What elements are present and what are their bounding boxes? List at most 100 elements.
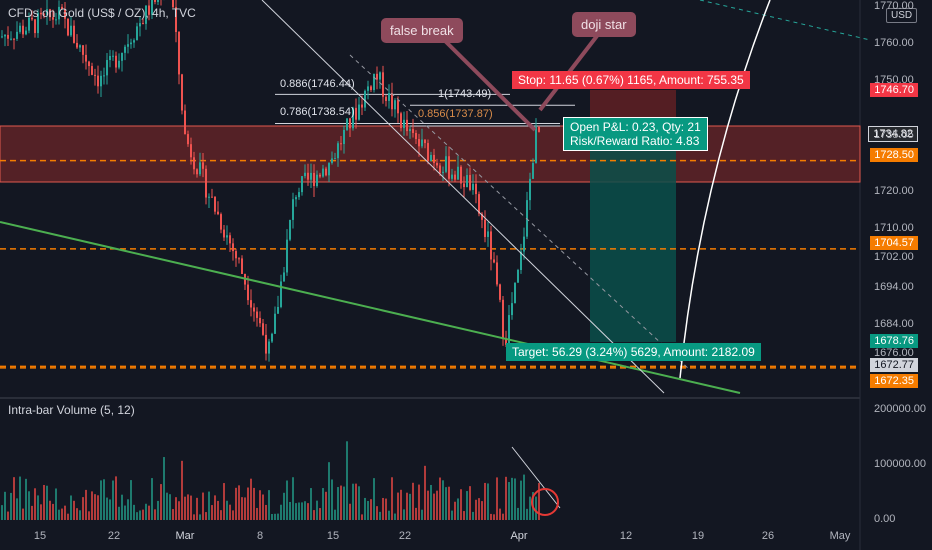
fib-label-1: 1(1743.49) [438, 88, 492, 100]
volume-bar [184, 496, 186, 520]
currency-badge[interactable]: USD [886, 8, 918, 23]
candle-body [448, 156, 450, 179]
chart-grid [0, 0, 861, 550]
dashed-channel [349, 54, 691, 371]
candle-body [469, 175, 471, 190]
volume-bar [400, 489, 402, 520]
candle-body [211, 196, 213, 198]
price-tag-current: 1734.82 [868, 126, 918, 142]
candle-body [412, 129, 414, 133]
candle-body [130, 42, 132, 45]
volume-bar [229, 504, 231, 520]
candle-body [241, 258, 243, 274]
candle-body [193, 157, 195, 170]
candle-body [283, 272, 285, 282]
volume-bar [190, 495, 192, 520]
candle-body [67, 18, 69, 36]
candle-body [103, 75, 105, 77]
volume-bar [13, 477, 15, 520]
volume-trendline [511, 446, 561, 509]
volume-tick-2: 0.00 [874, 513, 896, 525]
pnl-label[interactable]: Open P&L: 0.23, Qty: 21 Risk/Reward Rati… [563, 117, 708, 151]
false-break-callout[interactable]: false break [381, 18, 463, 43]
candle-body [94, 74, 96, 76]
candle-body [97, 75, 99, 87]
volume-bar [7, 511, 9, 520]
volume-bar [340, 485, 342, 520]
volume-bar [481, 501, 483, 520]
volume-bar [361, 514, 363, 520]
volume-bar [334, 509, 336, 520]
volume-bar [415, 507, 417, 520]
candle-body [328, 163, 330, 176]
x-tick-8: 19 [691, 530, 705, 542]
volume-bar [76, 508, 78, 520]
volume-bar [325, 491, 327, 520]
candle-body [334, 158, 336, 160]
volume-bar [16, 498, 18, 520]
volume-bar [298, 502, 300, 520]
candle-body [490, 231, 492, 260]
volume-bar [391, 477, 393, 520]
volume-bar [376, 506, 378, 520]
candle-body [496, 262, 498, 285]
candle-body [301, 176, 303, 193]
y-tick-7: 1694.00 [874, 280, 914, 293]
volume-bar [169, 494, 171, 520]
candle-body [136, 26, 138, 41]
candle-body [223, 229, 225, 238]
candle-body [148, 5, 150, 15]
volume-bar [460, 489, 462, 520]
volume-bar [157, 500, 159, 520]
candle-body [304, 172, 306, 177]
volume-bar [448, 486, 450, 520]
candle-body [325, 168, 327, 176]
volume-bar [250, 478, 252, 520]
stop-label[interactable]: Stop: 11.65 (0.67%) 1165, Amount: 755.35 [512, 71, 750, 89]
volume-bar [28, 491, 30, 520]
trend-lines [0, 0, 871, 516]
candle-body [205, 168, 207, 198]
volume-bar [151, 478, 153, 520]
volume-bar [109, 499, 111, 520]
false-break-pointer [430, 26, 537, 132]
volume-bar [166, 492, 168, 520]
candle-body [139, 23, 141, 27]
volume-bar [121, 494, 123, 520]
candle-body [250, 300, 252, 308]
candle-body [247, 284, 249, 301]
volume-bar [382, 497, 384, 520]
x-tick-0: 15 [33, 530, 47, 542]
volume-tick-1: 100000.00 [874, 458, 926, 470]
volume-bar [277, 513, 279, 520]
volume-bar [211, 505, 213, 520]
candle-body [376, 73, 378, 80]
volume-bar [517, 507, 519, 520]
candle-body [229, 235, 231, 244]
candle-body [145, 5, 147, 24]
candle-body [232, 243, 234, 252]
volume-bar [232, 510, 234, 520]
candle-body [199, 162, 201, 175]
volume-bar [484, 482, 486, 520]
volume-bar [286, 480, 288, 520]
candle-body [268, 341, 270, 354]
teal-dashed-line [699, 0, 871, 41]
candle-body [52, 17, 54, 20]
fib-label-0786: 0.786(1738.54) [280, 106, 355, 118]
candle-body [226, 235, 228, 238]
candle-body [466, 175, 468, 188]
target-label[interactable]: Target: 56.29 (3.24%) 5629, Amount: 2182… [506, 343, 761, 361]
candle-body [172, 0, 174, 8]
candle-body [313, 172, 315, 187]
volume-bar [496, 477, 498, 520]
pnl-line-2: Risk/Reward Ratio: 4.83 [570, 134, 700, 148]
volume-bar [451, 510, 453, 520]
candle-body [331, 158, 333, 164]
doji-star-callout[interactable]: doji star [572, 12, 636, 37]
price-tag-1728: 1728.50 [870, 148, 918, 162]
candle-body [415, 132, 417, 140]
volume-bar [187, 494, 189, 520]
candle-body [514, 282, 516, 304]
